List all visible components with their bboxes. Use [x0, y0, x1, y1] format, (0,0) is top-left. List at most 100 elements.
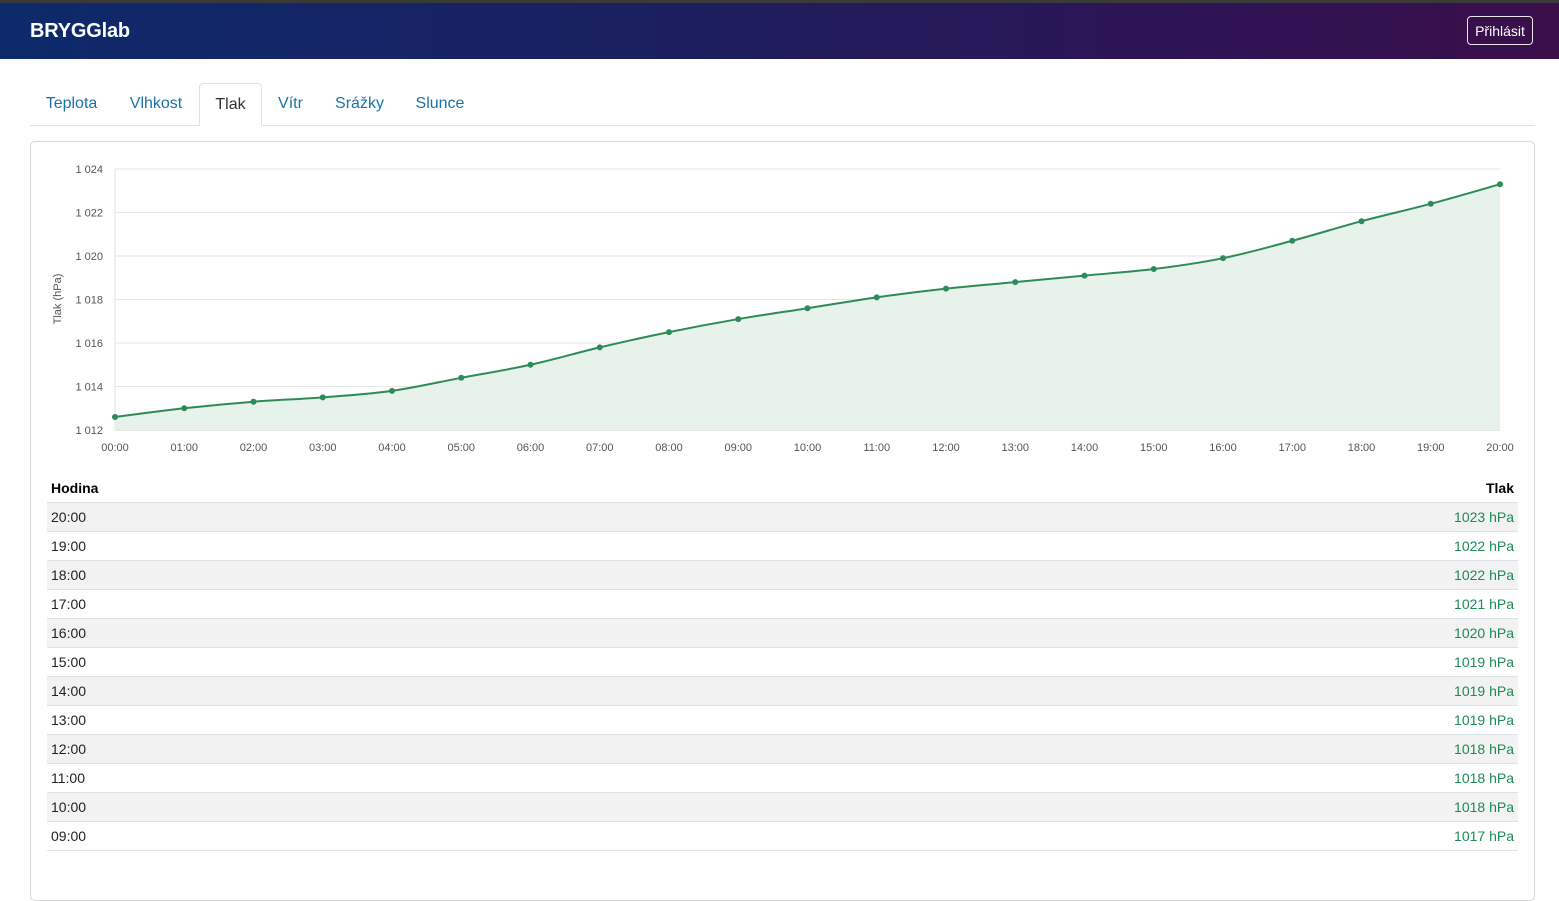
data-point[interactable] [1497, 181, 1503, 188]
tab-slunce[interactable]: Slunce [415, 95, 465, 112]
table-row: 14:00 1019 hPa [47, 676, 1518, 706]
row-hour: 10:00 [47, 792, 708, 822]
row-hour: 17:00 [47, 589, 708, 619]
row-pressure-value: 1019 hPa [708, 647, 1518, 677]
column-header-pressure: Tlak [708, 474, 1518, 503]
row-pressure-value: 1022 hPa [708, 531, 1518, 561]
x-tick-label: 17:00 [1278, 442, 1306, 454]
data-point[interactable] [250, 398, 257, 405]
data-point[interactable] [458, 374, 465, 381]
row-hour: 13:00 [47, 705, 708, 735]
tab-tlak[interactable]: Tlak [199, 83, 262, 126]
table-row: 12:00 1018 hPa [47, 734, 1518, 764]
row-hour: 11:00 [47, 763, 708, 793]
data-point[interactable] [804, 305, 811, 312]
brand-logo[interactable]: BRYGGlab [30, 20, 130, 42]
data-point[interactable] [1081, 272, 1088, 279]
data-point[interactable] [666, 329, 672, 336]
tab-teplota[interactable]: Teplota [45, 95, 98, 112]
login-button[interactable]: Přihlásit [1467, 16, 1533, 45]
pressure-table: Hodina Tlak 20:00 1023 hPa 19:00 1022 hPa 18… [47, 474, 1518, 851]
row-pressure-value: 1019 hPa [708, 676, 1518, 706]
row-hour: 19:00 [47, 531, 708, 561]
tab-bar: Teplota Vlhkost Tlak Vítr Srážky Slunce [30, 83, 1535, 126]
x-tick-label: 16:00 [1209, 442, 1237, 454]
x-tick-label: 05:00 [447, 442, 475, 454]
data-point[interactable] [112, 413, 118, 420]
table-row: 15:00 1019 hPa [47, 647, 1518, 677]
x-tick-label: 03:00 [309, 442, 337, 454]
series-area [115, 184, 1500, 430]
x-tick-label: 01:00 [170, 442, 198, 454]
data-point[interactable] [1427, 200, 1434, 207]
table-row: 11:00 1018 hPa [47, 763, 1518, 793]
row-hour: 09:00 [47, 821, 708, 851]
y-tick-label: 1 016 [75, 338, 103, 350]
x-tick-label: 00:00 [101, 442, 129, 454]
data-point[interactable] [1289, 237, 1296, 244]
table-header-row: Hodina Tlak [47, 474, 1518, 503]
data-point[interactable] [389, 387, 395, 394]
y-tick-label: 1 022 [75, 208, 103, 220]
row-pressure-value: 1018 hPa [708, 734, 1518, 764]
table-row: 10:00 1018 hPa [47, 792, 1518, 822]
x-tick-label: 04:00 [378, 442, 406, 454]
row-pressure-value: 1018 hPa [708, 792, 1518, 822]
tab-vitr[interactable]: Vítr [278, 95, 303, 112]
column-header-hour: Hodina [47, 474, 708, 503]
tab-srazky[interactable]: Srážky [335, 95, 384, 112]
row-hour: 20:00 [47, 502, 708, 532]
row-hour: 14:00 [47, 676, 708, 706]
y-tick-label: 1 024 [75, 164, 103, 176]
y-tick-label: 1 012 [75, 425, 103, 437]
x-tick-label: 10:00 [794, 442, 822, 454]
window-top-border [0, 0, 1559, 3]
row-pressure-value: 1023 hPa [708, 502, 1518, 532]
row-hour: 16:00 [47, 618, 708, 648]
x-tick-label: 18:00 [1348, 442, 1376, 454]
x-tick-label: 06:00 [517, 442, 545, 454]
y-axis-title: Tlak (hPa) [52, 274, 64, 325]
row-pressure-value: 1022 hPa [708, 560, 1518, 590]
data-point[interactable] [943, 285, 949, 292]
tab-vlhkost[interactable]: Vlhkost [129, 95, 183, 112]
table-row: 09:00 1017 hPa [47, 821, 1518, 851]
row-pressure-value: 1021 hPa [708, 589, 1518, 619]
x-tick-label: 14:00 [1071, 442, 1099, 454]
data-point[interactable] [181, 405, 188, 412]
data-point[interactable] [1358, 218, 1365, 225]
row-hour: 18:00 [47, 560, 708, 590]
x-tick-label: 09:00 [724, 442, 752, 454]
y-tick-label: 1 014 [75, 382, 103, 394]
row-pressure-value: 1019 hPa [708, 705, 1518, 735]
data-point[interactable] [735, 316, 742, 323]
row-hour: 15:00 [47, 647, 708, 677]
data-point[interactable] [873, 294, 880, 301]
table-row: 20:00 1023 hPa [47, 502, 1518, 532]
x-tick-label: 11:00 [863, 442, 890, 454]
data-point[interactable] [1150, 266, 1157, 273]
data-point[interactable] [1012, 279, 1019, 286]
table-row: 19:00 1022 hPa [47, 531, 1518, 561]
data-point[interactable] [527, 361, 534, 368]
table-row: 16:00 1020 hPa [47, 618, 1518, 648]
data-point[interactable] [1220, 255, 1226, 262]
x-tick-label: 07:00 [586, 442, 614, 454]
x-tick-label: 13:00 [1001, 442, 1029, 454]
y-tick-label: 1 020 [75, 251, 103, 263]
row-pressure-value: 1020 hPa [708, 618, 1518, 648]
table-row: 13:00 1019 hPa [47, 705, 1518, 735]
row-hour: 12:00 [47, 734, 708, 764]
x-tick-label: 12:00 [932, 442, 960, 454]
x-tick-label: 20:00 [1486, 442, 1514, 454]
row-pressure-value: 1017 hPa [708, 821, 1518, 851]
x-tick-label: 19:00 [1417, 442, 1445, 454]
pressure-chart: 1 012 1 014 1 016 1 018 1 020 1 022 1 024 00:0… [52, 164, 1514, 454]
x-tick-label: 08:00 [655, 442, 683, 454]
table-row: 18:00 1022 hPa [47, 560, 1518, 590]
table-row: 17:00 1021 hPa [47, 589, 1518, 619]
x-tick-label: 15:00 [1140, 442, 1168, 454]
data-point[interactable] [319, 394, 326, 401]
data-point[interactable] [596, 344, 603, 351]
row-pressure-value: 1018 hPa [708, 763, 1518, 793]
